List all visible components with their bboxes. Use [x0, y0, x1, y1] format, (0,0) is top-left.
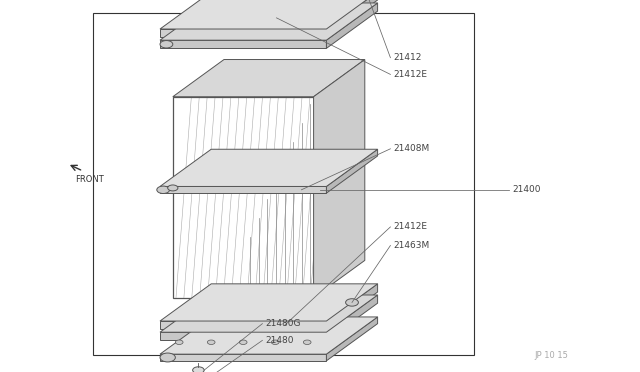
Polygon shape	[314, 60, 365, 298]
Polygon shape	[326, 0, 378, 37]
Circle shape	[271, 340, 279, 344]
Circle shape	[193, 367, 204, 372]
Text: 21412E: 21412E	[394, 222, 428, 231]
Circle shape	[157, 186, 170, 193]
Polygon shape	[160, 3, 378, 40]
Polygon shape	[160, 321, 326, 329]
Polygon shape	[326, 149, 378, 193]
Polygon shape	[326, 295, 378, 340]
Text: 21480G: 21480G	[266, 319, 301, 328]
Circle shape	[239, 340, 247, 344]
Bar	[93, 13, 474, 355]
Text: FRONT: FRONT	[76, 175, 104, 184]
Polygon shape	[326, 3, 378, 48]
Circle shape	[168, 185, 178, 191]
Circle shape	[303, 340, 311, 344]
Polygon shape	[326, 284, 378, 329]
Text: 21463M: 21463M	[394, 241, 430, 250]
Polygon shape	[160, 0, 378, 29]
Polygon shape	[160, 284, 378, 321]
Circle shape	[160, 353, 175, 362]
Polygon shape	[326, 317, 378, 361]
Polygon shape	[160, 317, 378, 354]
Polygon shape	[160, 332, 326, 340]
Polygon shape	[173, 60, 365, 97]
Polygon shape	[160, 295, 378, 332]
Polygon shape	[160, 29, 326, 37]
Circle shape	[207, 340, 215, 344]
Polygon shape	[160, 186, 326, 193]
Text: 21400: 21400	[512, 185, 541, 194]
Circle shape	[175, 340, 183, 344]
Polygon shape	[160, 149, 378, 186]
Circle shape	[160, 41, 173, 48]
Circle shape	[346, 299, 358, 306]
Text: 21480: 21480	[266, 336, 294, 345]
Text: 21412: 21412	[394, 53, 422, 62]
Text: 21408M: 21408M	[394, 144, 430, 153]
Text: 21412E: 21412E	[394, 70, 428, 79]
Text: JP 10 15: JP 10 15	[534, 351, 568, 360]
Polygon shape	[160, 354, 326, 361]
Polygon shape	[160, 40, 326, 48]
